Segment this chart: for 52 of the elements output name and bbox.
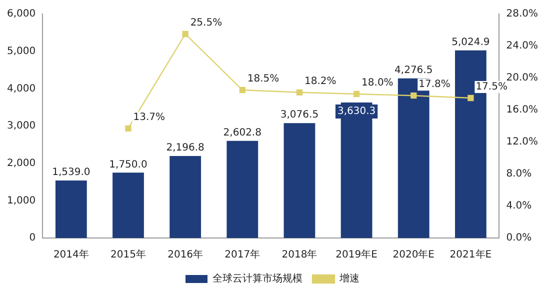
- x-tick-label: 2016年: [168, 248, 204, 261]
- bar: [170, 156, 202, 238]
- data-label: 13.7%: [133, 112, 166, 123]
- y2-tick-label: 16.0%: [506, 104, 538, 116]
- data-label: 2,196.8: [166, 142, 204, 154]
- data-label: 1,539.0: [52, 167, 90, 178]
- data-label: 18.0%: [362, 78, 394, 89]
- data-label: 3,076.5: [280, 110, 319, 121]
- x-tick-label: 2015年: [110, 248, 146, 261]
- y-tick-label: 4,000: [6, 83, 36, 94]
- y-tick-label: 5,000: [6, 46, 36, 57]
- data-label: 4,276.5: [394, 64, 433, 76]
- y2-tick-label: 28.0%: [506, 8, 538, 20]
- data-label: 17.8%: [418, 79, 450, 90]
- y-tick-label: 2,000: [6, 158, 36, 169]
- legend-label: 全球云计算市场规模: [212, 272, 302, 285]
- point: [353, 90, 360, 98]
- y2-tick-label: 12.0%: [506, 136, 538, 148]
- x-tick-label: 2018年: [282, 248, 318, 261]
- point: [182, 30, 188, 38]
- y-tick-label: 6,000: [6, 8, 36, 20]
- point: [296, 89, 303, 96]
- point: [410, 92, 417, 99]
- legend-label: 增速: [338, 272, 360, 285]
- data-label: 5,024.9: [452, 36, 490, 48]
- bar: [112, 172, 144, 238]
- point: [125, 125, 132, 132]
- y-tick-label: 3,000: [6, 120, 36, 132]
- y2-tick-label: 24.0%: [506, 40, 538, 52]
- x-tick-label: 2019年E: [336, 248, 378, 261]
- x-tick-label: 2020年E: [392, 248, 435, 261]
- x-tick-label: 2021年E: [450, 248, 492, 261]
- point: [239, 86, 246, 94]
- data-label: 25.5%: [190, 18, 222, 29]
- bar: [226, 140, 258, 238]
- data-label: 1,750.0: [109, 159, 148, 170]
- y2-tick-label: 4.0%: [506, 200, 532, 212]
- bar: [55, 180, 87, 238]
- y2-tick-label: 0.0%: [506, 232, 532, 244]
- bar: [284, 123, 316, 238]
- y-tick-label: 1,000: [6, 195, 36, 206]
- data-label: 3,630.3: [337, 106, 376, 118]
- data-label: 2,602.8: [223, 127, 262, 138]
- y-tick-label: 0: [29, 232, 36, 244]
- x-tick-label: 2014年: [53, 248, 89, 261]
- y2-tick-label: 8.0%: [506, 168, 532, 180]
- point: [468, 94, 474, 102]
- data-label: 17.5%: [476, 82, 508, 93]
- y2-tick-label: 20.0%: [506, 72, 538, 84]
- x-tick-label: 2017年: [224, 248, 260, 261]
- data-label: 18.5%: [247, 74, 280, 85]
- data-label: 18.2%: [304, 76, 336, 87]
